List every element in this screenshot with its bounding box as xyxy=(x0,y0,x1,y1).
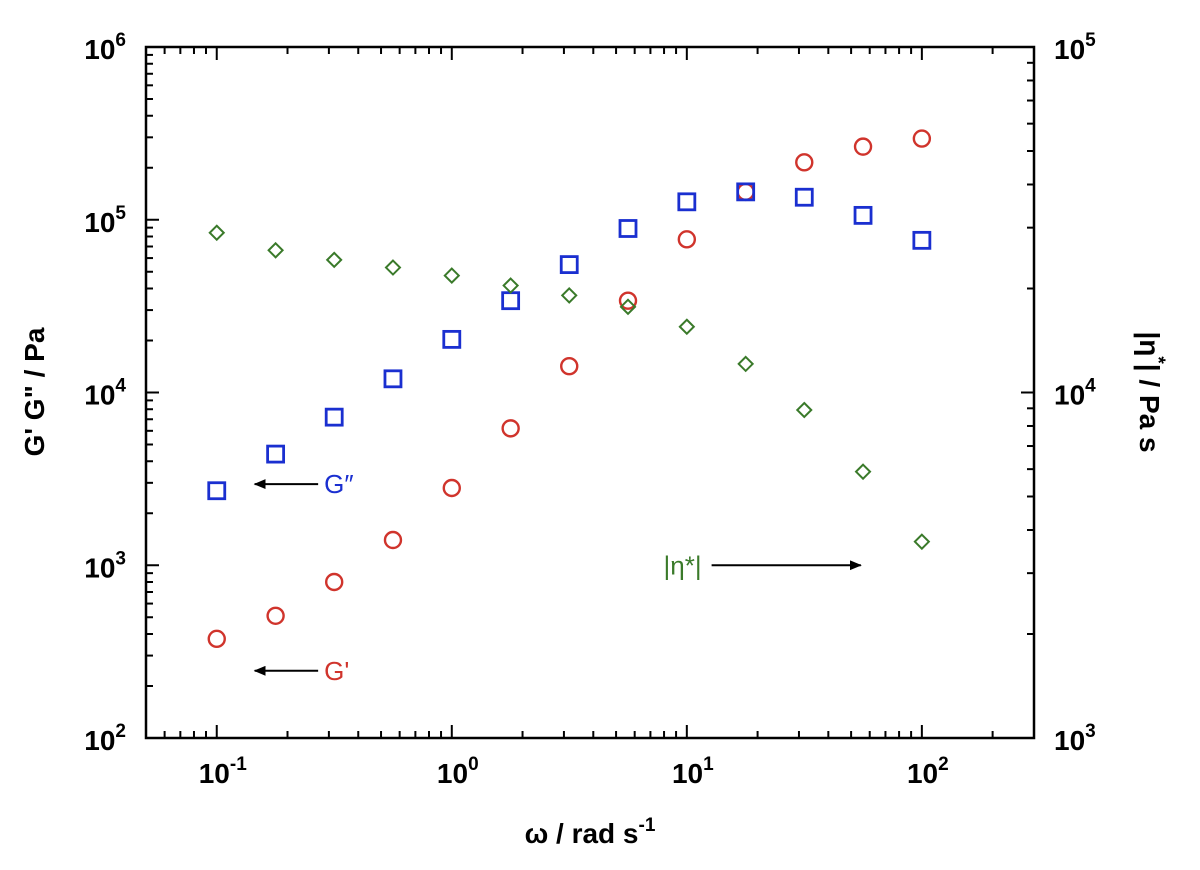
data-point-square xyxy=(912,230,932,250)
data-point-diamond xyxy=(737,355,755,373)
data-point-diamond xyxy=(325,251,343,269)
y2-tick-label: 104 xyxy=(1054,376,1096,411)
y2-axis-title-pre: |η xyxy=(1134,331,1165,356)
data-point-square xyxy=(618,219,638,238)
data-point-diamond xyxy=(678,318,696,336)
data-point-circle xyxy=(736,182,755,202)
data-point-square xyxy=(736,182,756,202)
y-tick-label: 105 xyxy=(84,203,126,238)
data-point-square xyxy=(794,187,814,207)
data-point-square xyxy=(677,192,697,212)
data-marks xyxy=(207,129,932,649)
ticks-layer xyxy=(145,46,1035,739)
y-axis-title: G' G" / Pa xyxy=(19,327,50,456)
data-point-square xyxy=(383,369,403,389)
data-point-square xyxy=(501,291,521,311)
data-point-circle xyxy=(266,606,285,625)
data-point-diamond xyxy=(384,259,402,276)
data-point-circle xyxy=(501,419,520,438)
data-point-diamond xyxy=(619,298,637,316)
y2-axis-title: |η*| / Pa s xyxy=(1134,331,1168,452)
y-tick-label: 102 xyxy=(84,721,126,756)
data-point-diamond xyxy=(795,401,813,419)
data-point-square xyxy=(559,255,579,275)
data-point-square xyxy=(853,205,873,225)
data-point-circle xyxy=(324,572,344,592)
data-point-circle xyxy=(207,629,226,649)
data-point-square xyxy=(266,444,286,464)
data-point-circle xyxy=(560,356,579,376)
x-axis-title-exp: -1 xyxy=(639,815,656,836)
data-point-circle xyxy=(442,478,461,498)
data-point-square xyxy=(324,407,344,427)
y-tick-label: 103 xyxy=(84,548,126,583)
data-point-circle xyxy=(853,137,873,156)
x-axis-title: ω / rad s-1 xyxy=(525,815,656,849)
y-tick-label: 106 xyxy=(84,30,126,65)
data-point-circle xyxy=(795,153,814,172)
plot-frame xyxy=(144,45,1036,740)
data-point-diamond xyxy=(208,224,226,242)
annotations: G″ G' |η*| xyxy=(253,469,862,686)
data-point-circle xyxy=(383,530,403,550)
y-tick-label: 104 xyxy=(84,376,126,411)
x-tick-label: 102 xyxy=(907,754,949,789)
y2-tick-label: 105 xyxy=(1054,30,1096,65)
data-point-circle xyxy=(912,129,932,148)
data-point-diamond xyxy=(267,241,285,259)
annotation-label: G″ xyxy=(324,469,353,499)
annotation-label: G' xyxy=(324,656,349,686)
y2-axis-title-sup: * xyxy=(1147,356,1168,364)
data-point-circle xyxy=(618,291,638,310)
data-point-diamond xyxy=(502,277,520,294)
y2-axis-title-post: | / Pa s xyxy=(1134,364,1165,453)
data-point-diamond xyxy=(560,286,578,304)
x-tick-label: 10-1 xyxy=(199,754,247,789)
data-point-square xyxy=(442,329,462,349)
tick-labels: 10-1 100 101 102 102 103 104 105 106 103 104 105 xyxy=(84,30,1096,789)
data-point-diamond xyxy=(854,463,872,481)
data-point-square xyxy=(207,481,227,501)
data-point-circle xyxy=(677,230,697,249)
data-point-diamond xyxy=(443,267,461,284)
y2-tick-label: 103 xyxy=(1054,721,1096,756)
x-axis-title-text: ω / rad s xyxy=(525,818,639,849)
annotation-label: |η*| xyxy=(664,550,702,580)
data-point-diamond xyxy=(913,533,931,551)
x-tick-label: 100 xyxy=(437,754,479,789)
x-tick-label: 101 xyxy=(672,754,714,789)
